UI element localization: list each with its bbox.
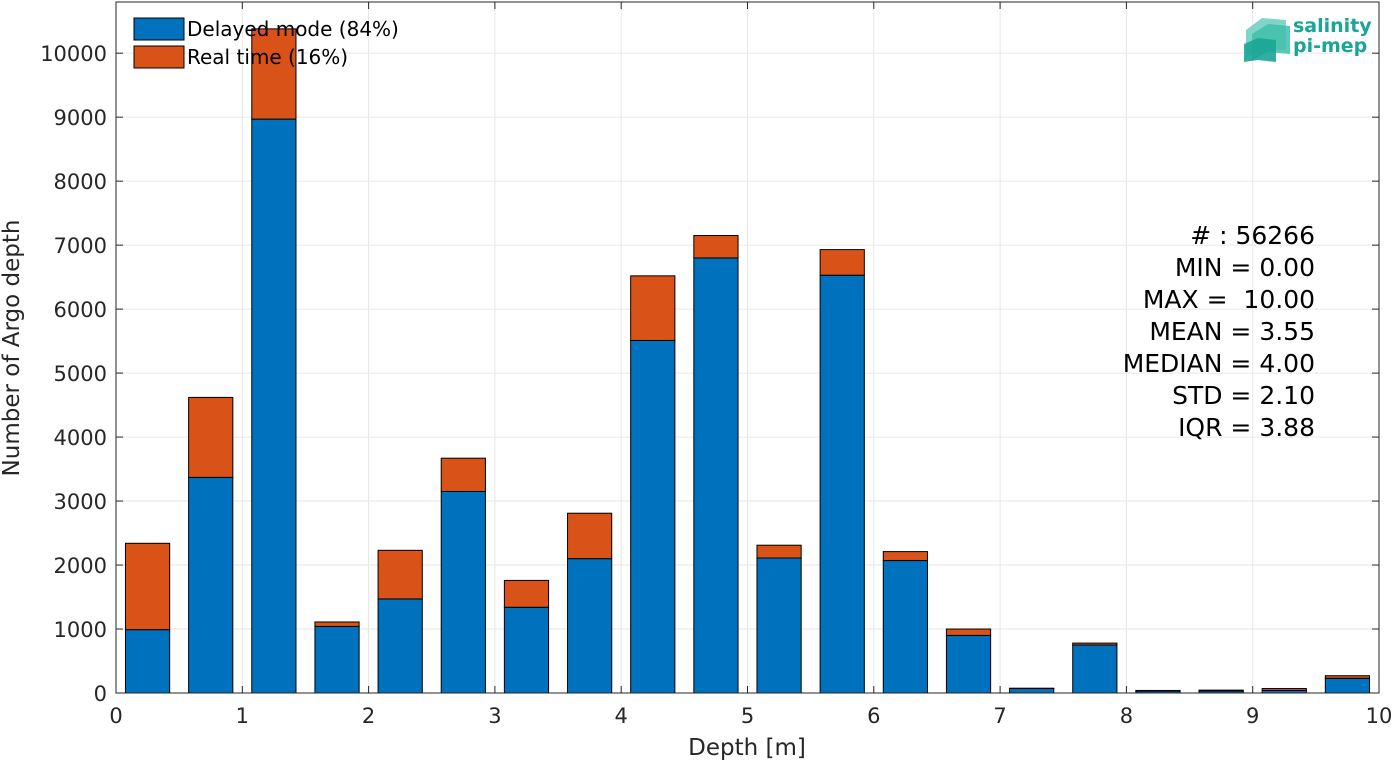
x-tick-label: 6 — [867, 704, 880, 728]
bar-realtime — [251, 28, 297, 120]
y-tick-label: 5000 — [54, 362, 107, 386]
bar-delayed — [630, 339, 676, 694]
bar-realtime — [1324, 675, 1371, 679]
x-tick-label: 5 — [741, 704, 754, 728]
bar-realtime — [630, 275, 676, 341]
bar-delayed — [1324, 677, 1371, 694]
stat-count: # : 56266 — [1190, 221, 1315, 250]
bar-delayed — [314, 625, 360, 694]
bar-realtime — [1198, 689, 1244, 692]
bar-realtime — [377, 549, 423, 600]
y-tick-label: 1000 — [54, 618, 107, 642]
bar-realtime — [945, 628, 992, 636]
bar-realtime — [567, 512, 613, 560]
stat-std: STD = 2.10 — [1172, 381, 1315, 410]
bar-delayed — [503, 606, 550, 694]
y-axis-ticks: 0 1000 2000 3000 4000 5000 6000 7000 8000 9000 100… — [40, 42, 1379, 706]
x-tick-label: 9 — [1246, 704, 1259, 728]
bar-realtime — [124, 542, 171, 631]
bar-delayed — [440, 490, 486, 694]
bar-delayed — [1009, 688, 1055, 694]
stat-iqr: IQR = 3.88 — [1178, 413, 1315, 442]
y-tick-label: 3000 — [54, 490, 107, 514]
stat-min: MIN = 0.00 — [1175, 253, 1315, 282]
stat-mean: MEAN = 3.55 — [1149, 317, 1315, 346]
stat-max: MAX = 10.00 — [1143, 285, 1315, 314]
bar-delayed — [882, 560, 928, 694]
grid-lines — [115, 2, 1380, 694]
bar-realtime — [1135, 689, 1181, 692]
legend: Delayed mode (84%) Real time (16%) — [133, 17, 399, 69]
bar-realtime — [503, 579, 550, 608]
bar-delayed — [567, 558, 613, 694]
bar-realtime — [314, 621, 360, 627]
bar-delayed — [756, 557, 802, 694]
y-tick-label: 7000 — [54, 234, 107, 258]
bar-realtime — [1072, 642, 1118, 646]
bar-realtime — [693, 235, 739, 259]
bar-delayed — [188, 476, 234, 694]
legend-swatch-delayed — [133, 17, 185, 41]
bar-delayed — [945, 634, 992, 694]
bars — [124, 28, 1371, 694]
bar-realtime — [819, 249, 865, 276]
bar-realtime — [1261, 688, 1307, 691]
x-tick-label: 4 — [615, 704, 628, 728]
bar-realtime — [440, 457, 486, 492]
y-tick-label: 8000 — [54, 170, 107, 194]
bar-realtime — [882, 551, 928, 562]
stat-median: MEDIAN = 4.00 — [1123, 349, 1315, 378]
bar-realtime — [756, 544, 802, 559]
y-tick-label: 2000 — [54, 554, 107, 578]
bar-delayed — [124, 629, 171, 694]
logo-text-pimep: pi-mep — [1293, 35, 1367, 57]
x-tick-label: 0 — [109, 704, 122, 728]
bar-delayed — [377, 598, 423, 694]
y-tick-label: 0 — [94, 682, 107, 706]
statistics-annotation: # : 56266 MIN = 0.00 MAX = 10.00 MEAN = … — [1123, 221, 1315, 442]
logo-text-salinity: salinity — [1293, 15, 1372, 37]
x-tick-label: 7 — [993, 704, 1006, 728]
bar-delayed — [819, 274, 865, 694]
y-tick-label: 4000 — [54, 426, 107, 450]
legend-label-realtime: Real time (16%) — [187, 45, 348, 69]
logo-waves-icon — [1244, 18, 1290, 62]
bar-delayed — [251, 118, 297, 694]
salinity-pimep-logo: salinity pi-mep — [1244, 15, 1372, 62]
bar-realtime — [188, 396, 234, 478]
x-tick-label: 3 — [488, 704, 501, 728]
x-tick-label: 10 — [1366, 704, 1393, 728]
x-tick-label: 1 — [236, 704, 249, 728]
x-tick-label: 8 — [1120, 704, 1133, 728]
x-axis-label: Depth [m] — [688, 735, 806, 761]
y-tick-label: 10000 — [40, 42, 107, 66]
legend-swatch-realtime — [133, 45, 185, 69]
y-axis-label: Number of Argo depth — [0, 220, 25, 477]
y-tick-label: 6000 — [54, 298, 107, 322]
bar-delayed — [1072, 644, 1118, 694]
bar-delayed — [693, 257, 739, 694]
x-axis-ticks: 0 1 2 3 4 5 6 7 8 9 10 — [109, 2, 1392, 728]
y-tick-label: 9000 — [54, 106, 107, 130]
x-tick-label: 2 — [362, 704, 375, 728]
legend-label-delayed: Delayed mode (84%) — [187, 17, 399, 41]
